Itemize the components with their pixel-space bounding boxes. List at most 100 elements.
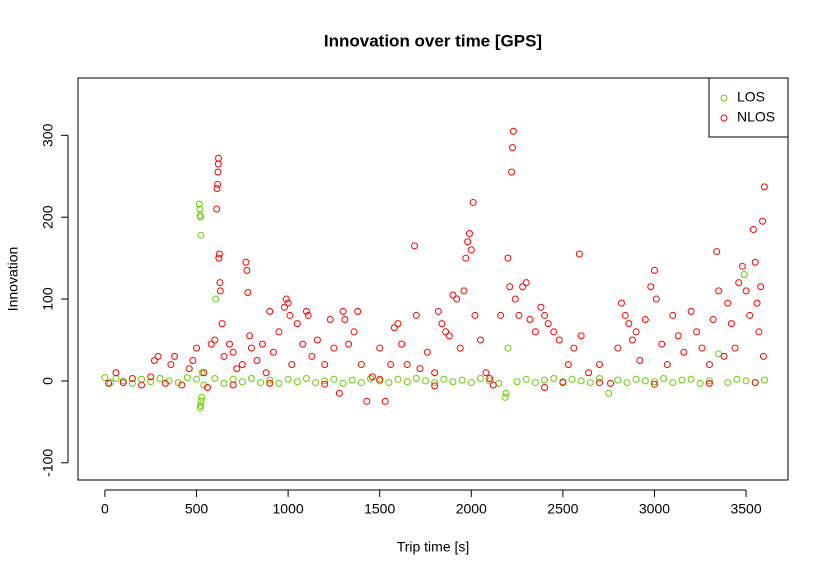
point — [541, 376, 549, 384]
point — [225, 340, 233, 348]
chart-title: Innovation over time [GPS] — [324, 31, 542, 50]
point — [211, 336, 219, 344]
point — [678, 376, 686, 384]
y-axis-label: Innovation — [5, 247, 21, 312]
point — [760, 183, 768, 191]
point — [713, 248, 721, 256]
point — [431, 369, 439, 377]
point — [733, 375, 741, 383]
point — [216, 279, 224, 287]
point — [586, 379, 594, 387]
point — [394, 375, 402, 383]
point — [531, 379, 539, 387]
point — [220, 352, 228, 360]
point — [449, 291, 457, 299]
point — [185, 365, 193, 373]
point — [559, 379, 567, 387]
point — [464, 238, 472, 246]
point — [658, 340, 666, 348]
point — [247, 344, 255, 352]
point — [243, 266, 251, 274]
point — [345, 340, 353, 348]
point — [350, 328, 358, 336]
point — [705, 379, 713, 387]
point — [326, 316, 334, 324]
point — [605, 389, 613, 397]
point — [759, 352, 767, 360]
point — [321, 361, 329, 369]
point — [575, 250, 583, 258]
point — [266, 376, 274, 384]
point — [698, 344, 706, 352]
point — [266, 307, 274, 315]
point — [178, 381, 186, 389]
point — [504, 344, 512, 352]
point — [669, 311, 677, 319]
point — [735, 279, 743, 287]
point — [284, 375, 292, 383]
point — [216, 287, 224, 295]
point — [740, 270, 748, 278]
x-tick-label: 1000 — [273, 501, 304, 517]
x-tick-label: 1500 — [364, 501, 395, 517]
point — [431, 382, 439, 390]
point — [467, 379, 475, 387]
point — [197, 397, 205, 405]
point — [421, 377, 429, 385]
point — [218, 320, 226, 328]
point — [330, 344, 338, 352]
point — [760, 376, 768, 384]
point — [486, 374, 494, 382]
point — [247, 374, 255, 382]
point — [541, 311, 549, 319]
point — [742, 287, 750, 295]
point — [724, 379, 732, 387]
point — [614, 376, 622, 384]
point — [220, 379, 228, 387]
point — [497, 311, 505, 319]
point — [284, 299, 292, 307]
point — [476, 336, 484, 344]
legend-marker — [720, 94, 728, 102]
point — [749, 225, 757, 233]
point — [242, 258, 250, 266]
point — [431, 379, 439, 387]
point — [204, 383, 212, 391]
point — [585, 369, 593, 377]
point — [506, 283, 514, 291]
y-tick-label: 200 — [40, 205, 56, 229]
point — [286, 311, 294, 319]
point — [501, 393, 509, 401]
y-tick-label: 100 — [40, 287, 56, 311]
point — [738, 262, 746, 270]
point — [515, 311, 523, 319]
point — [508, 144, 516, 152]
point — [751, 258, 759, 266]
point — [101, 374, 109, 382]
point — [376, 375, 384, 383]
point — [617, 299, 625, 307]
point — [198, 393, 206, 401]
point — [348, 376, 356, 384]
point — [509, 127, 517, 135]
point — [508, 168, 516, 176]
point — [650, 380, 658, 388]
point — [253, 356, 261, 364]
point — [299, 340, 307, 348]
point — [755, 328, 763, 336]
point — [522, 375, 530, 383]
point — [596, 379, 604, 387]
point — [200, 369, 208, 377]
point — [312, 379, 320, 387]
point — [674, 332, 682, 340]
point — [759, 217, 767, 225]
point — [376, 344, 384, 352]
point — [456, 344, 464, 352]
point — [198, 369, 206, 377]
point — [214, 168, 222, 176]
point — [577, 377, 585, 385]
point — [504, 254, 512, 262]
point — [398, 340, 406, 348]
point — [238, 378, 246, 386]
